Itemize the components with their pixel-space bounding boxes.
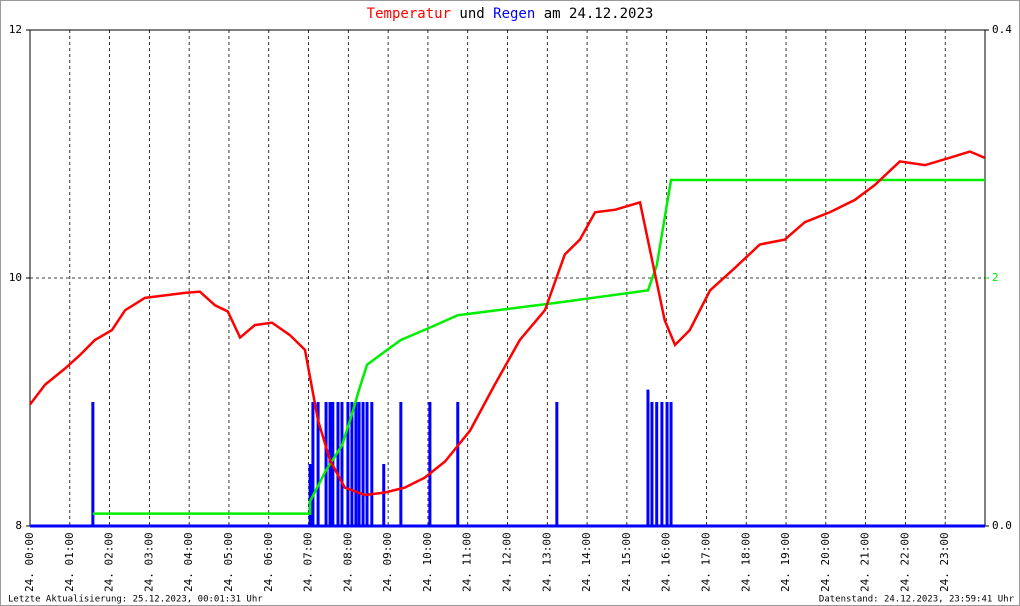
x-tick-label: 24. 02:00: [103, 532, 116, 592]
rain-bar: [370, 402, 374, 526]
title-part: und: [459, 6, 484, 22]
rain-bar: [346, 402, 350, 526]
rain-bar: [665, 402, 669, 526]
rain-bar: [311, 402, 315, 526]
x-tick-label: 24. 11:00: [461, 532, 474, 592]
x-tick-label: 24. 00:00: [23, 532, 36, 592]
title-part: am 24.12.2023: [544, 6, 654, 22]
x-tick-label: 24. 09:00: [381, 532, 394, 592]
series-line: [29, 150, 986, 497]
x-tick-label: 24. 16:00: [660, 532, 673, 592]
x-tick-label: 24. 12:00: [501, 532, 514, 592]
rain-bar: [365, 402, 369, 526]
y2-tick-label: 0.4: [992, 23, 1012, 36]
rain-bar: [660, 402, 664, 526]
x-tick-label: 24. 04:00: [182, 532, 195, 592]
x-tick-label: 24. 14:00: [580, 532, 593, 592]
x-tick-label: 24. 15:00: [620, 532, 633, 592]
title-part: Temperatur: [367, 6, 451, 22]
rain-bar: [428, 402, 432, 526]
x-tick-label: 24. 08:00: [341, 532, 354, 592]
title-part: Regen: [493, 6, 535, 22]
y-tick-label: 8: [15, 519, 22, 532]
rain-bar: [361, 402, 365, 526]
y-tick-label: 12: [9, 23, 22, 36]
x-tick-label: 24. 05:00: [222, 532, 235, 592]
x-tick-label: 24. 22:00: [898, 532, 911, 592]
rain-bar: [382, 464, 386, 526]
footer-right: Datenstand: 24.12.2023, 23:59:41 Uhr: [819, 595, 1015, 605]
footer-left: Letzte Aktualisierung: 25.12.2023, 00:01…: [8, 595, 263, 605]
x-tick-label: 24. 21:00: [859, 532, 872, 592]
x-tick-label: 24. 20:00: [819, 532, 832, 592]
x-tick-label: 24. 17:00: [699, 532, 712, 592]
x-tick-label: 24. 23:00: [938, 532, 951, 592]
x-tick-label: 24. 19:00: [779, 532, 792, 592]
rain-bar: [354, 402, 358, 526]
rain-bar: [308, 464, 312, 526]
rain-bar: [669, 402, 673, 526]
rain-bar: [456, 402, 460, 526]
rain-bar: [316, 402, 320, 526]
y3-tick-label: 2: [992, 271, 999, 284]
rain-bar: [357, 402, 361, 526]
rain-bar: [350, 402, 354, 526]
chart-title: Temperatur und Regen am 24.12.2023: [367, 6, 654, 22]
x-tick-label: 24. 01:00: [63, 532, 76, 592]
rain-bar: [655, 402, 659, 526]
rain-bar: [555, 402, 559, 526]
x-tick-label: 24. 10:00: [421, 532, 434, 592]
rain-bar: [91, 402, 95, 526]
rain-bar: [646, 389, 650, 526]
rain-bar: [399, 402, 403, 526]
x-tick-label: 24. 18:00: [739, 532, 752, 592]
y-tick-label: 10: [9, 271, 22, 284]
rain-bar: [650, 402, 654, 526]
y2-tick-label: 0.0: [992, 519, 1012, 532]
x-tick-label: 24. 07:00: [302, 532, 315, 592]
x-tick-label: 24. 06:00: [262, 532, 275, 592]
rain-bar: [340, 402, 344, 526]
rain-bar: [336, 402, 340, 526]
series-line: [92, 178, 985, 515]
rain-bar: [324, 402, 328, 526]
x-tick-label: 24. 13:00: [540, 532, 553, 592]
x-tick-label: 24. 03:00: [142, 532, 155, 592]
